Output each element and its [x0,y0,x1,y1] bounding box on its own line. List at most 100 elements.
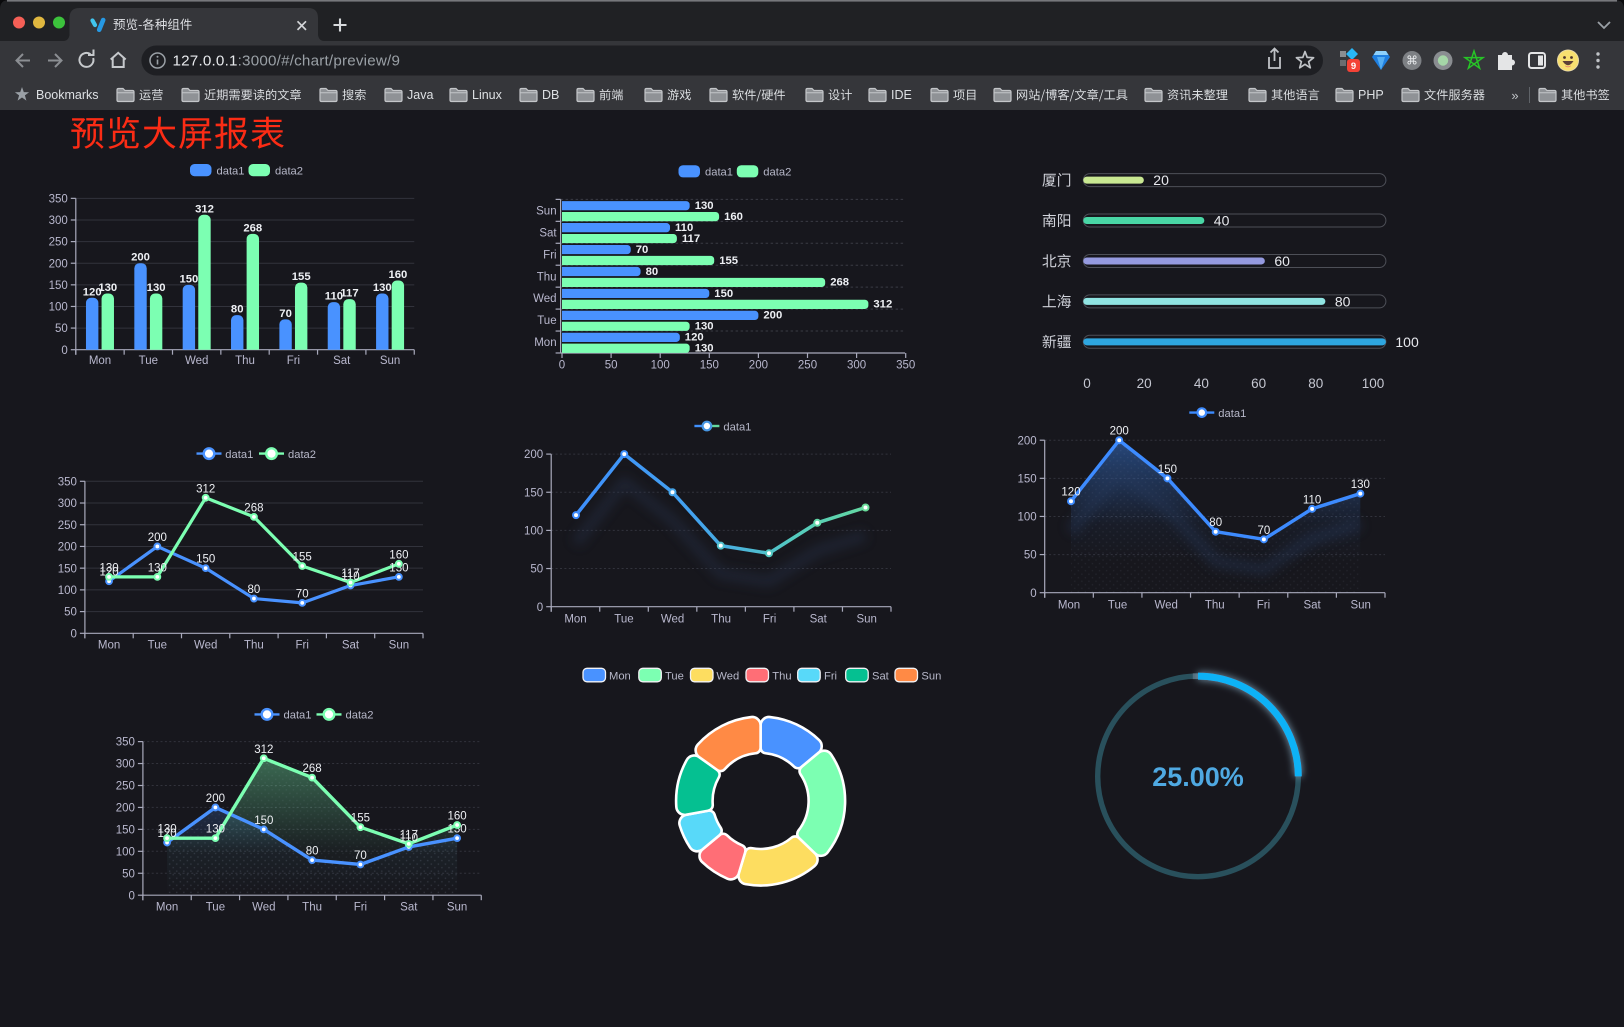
svg-text:200: 200 [49,258,68,270]
svg-text:155: 155 [719,255,738,267]
svg-text:Sat: Sat [342,640,360,652]
svg-text:268: 268 [830,277,849,289]
svg-text:Fri: Fri [295,640,308,652]
svg-text:120: 120 [158,828,177,840]
svg-text:110: 110 [325,291,343,303]
svg-text:IDE: IDE [891,88,912,102]
svg-text:100: 100 [116,846,135,858]
svg-text:50: 50 [530,564,543,576]
svg-text:Wed: Wed [252,902,275,914]
svg-text:130: 130 [98,282,117,294]
svg-text:Thu: Thu [772,671,791,683]
svg-text:60: 60 [1274,253,1290,269]
svg-text:Mon: Mon [98,640,120,652]
svg-text:Fri: Fri [354,902,367,914]
svg-text:350: 350 [49,194,68,206]
svg-text:Sun: Sun [856,613,876,625]
svg-text:25.00%: 25.00% [1152,762,1244,792]
svg-text:200: 200 [116,803,135,815]
svg-text:Bookmarks: Bookmarks [36,88,99,102]
svg-text:155: 155 [351,813,370,825]
svg-text:117: 117 [682,233,700,245]
svg-text:117: 117 [400,829,418,841]
svg-text:70: 70 [1258,525,1271,537]
svg-text:120: 120 [685,332,704,344]
svg-text:Sat: Sat [539,227,557,239]
svg-text:50: 50 [605,360,618,372]
svg-text:Tue: Tue [148,640,167,652]
svg-text:Fri: Fri [543,249,556,261]
svg-text:»: » [1511,88,1518,103]
svg-text:80: 80 [231,304,244,316]
svg-text:150: 150 [116,825,135,837]
svg-text:Sat: Sat [333,355,351,367]
svg-text:Sun: Sun [389,640,409,652]
svg-text:117: 117 [341,568,359,580]
svg-text:80: 80 [306,846,319,858]
svg-text:200: 200 [206,793,225,805]
svg-text:40: 40 [1214,213,1230,229]
svg-text:100: 100 [524,526,543,538]
svg-text:PHP: PHP [1358,88,1384,102]
svg-text:300: 300 [847,360,866,372]
svg-text:100: 100 [651,360,670,372]
svg-text:250: 250 [49,237,68,249]
svg-text:0: 0 [1030,588,1036,600]
svg-text:130: 130 [695,200,714,212]
svg-text:Thu: Thu [1205,600,1225,612]
svg-text:Sat: Sat [400,902,418,914]
svg-text:80: 80 [1335,293,1351,309]
svg-text:Mon: Mon [564,613,586,625]
svg-text:Fri: Fri [763,613,776,625]
svg-text:312: 312 [196,483,215,495]
svg-text:data2: data2 [288,449,316,461]
svg-text:data1: data1 [217,165,245,177]
svg-text:Tue: Tue [665,671,684,683]
svg-text:Mon: Mon [534,337,556,349]
svg-text:data1: data1 [723,421,751,433]
svg-text:160: 160 [389,549,408,561]
svg-text:200: 200 [763,310,782,322]
svg-text:250: 250 [798,360,817,372]
svg-text:Wed: Wed [194,640,217,652]
svg-text:150: 150 [714,288,733,300]
svg-text:Thu: Thu [537,271,557,283]
svg-text:130: 130 [373,282,392,294]
svg-text:80: 80 [646,266,659,278]
svg-text:110: 110 [675,222,693,234]
svg-text:data1: data1 [284,710,312,722]
svg-text:300: 300 [58,498,77,510]
svg-text:100: 100 [49,302,68,314]
svg-text:20: 20 [1153,172,1169,188]
svg-text:268: 268 [303,763,322,775]
svg-text:130: 130 [100,562,119,574]
svg-text:Sat: Sat [872,671,890,683]
svg-text:268: 268 [244,502,263,514]
svg-text:Fri: Fri [287,355,300,367]
svg-text:350: 350 [896,360,915,372]
svg-text:Tue: Tue [614,613,633,625]
svg-text:130: 130 [695,321,714,333]
svg-text:Thu: Thu [244,640,264,652]
svg-text:Tue: Tue [206,902,225,914]
svg-text:110: 110 [400,832,418,844]
svg-text:70: 70 [354,850,367,862]
svg-text:80: 80 [1308,376,1323,391]
svg-text:Wed: Wed [533,293,556,305]
svg-text:Tue: Tue [537,315,556,327]
svg-text:130: 130 [147,282,166,294]
svg-text:data1: data1 [225,449,253,461]
svg-text:40: 40 [1194,376,1209,391]
svg-text:312: 312 [873,299,892,311]
svg-text:130: 130 [158,824,177,836]
svg-text:Mon: Mon [156,902,178,914]
svg-text:data1: data1 [1218,408,1246,420]
svg-text:Wed: Wed [661,613,684,625]
svg-text:130: 130 [695,343,714,355]
svg-text:155: 155 [293,552,312,564]
svg-text:Wed: Wed [185,355,208,367]
svg-text:50: 50 [55,323,68,335]
svg-text:0: 0 [1083,376,1091,391]
svg-text:300: 300 [116,759,135,771]
svg-text:data2: data2 [346,710,374,722]
